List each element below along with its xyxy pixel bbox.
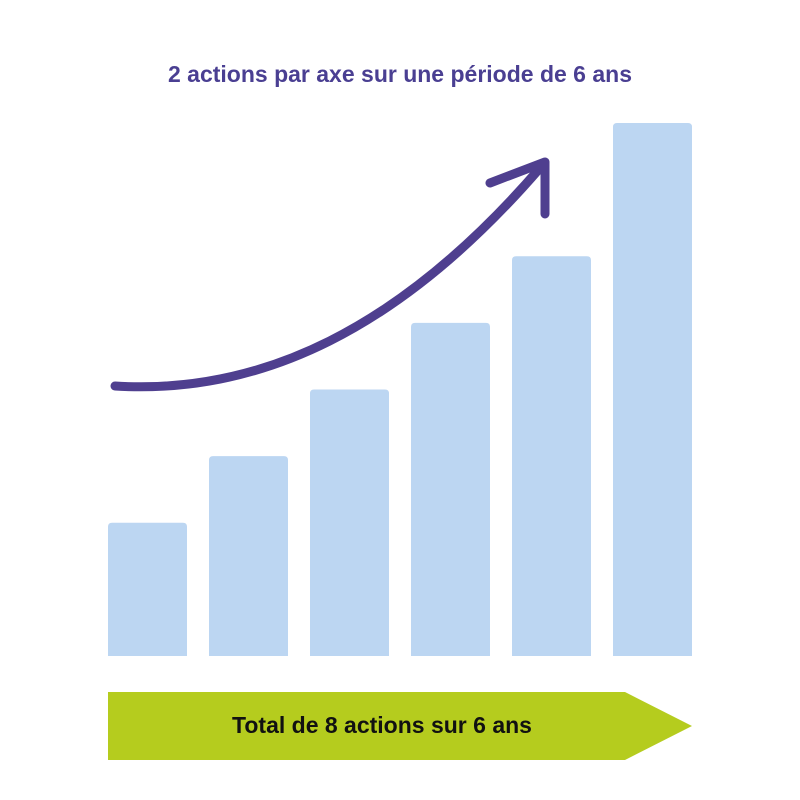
bar (108, 522, 187, 656)
bar (512, 256, 591, 656)
chart-title: 2 actions par axe sur une période de 6 a… (168, 61, 632, 87)
bar (209, 456, 288, 656)
bar (411, 322, 490, 656)
trend-arrow (110, 163, 545, 392)
banner-text: Total de 8 actions sur 6 ans (232, 712, 532, 738)
bars (108, 123, 692, 656)
arrow-head (485, 157, 550, 219)
bar (613, 123, 692, 656)
total-banner (108, 692, 692, 760)
bar (310, 389, 389, 656)
